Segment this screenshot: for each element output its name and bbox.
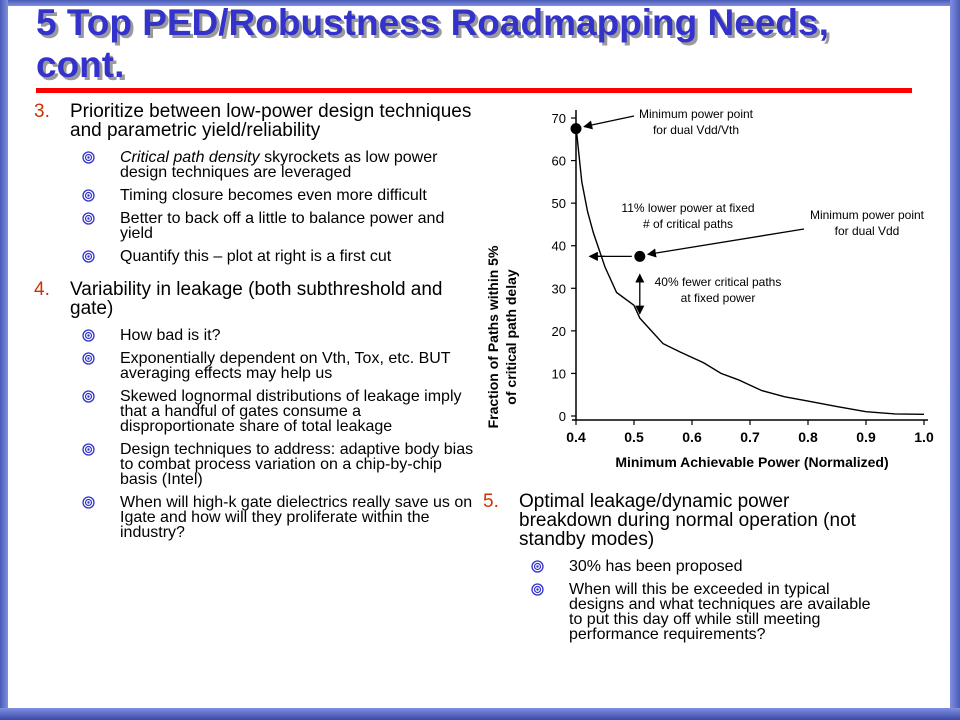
- sub-bullet: 30% has been proposed: [483, 558, 883, 575]
- target-bullet-icon: [531, 560, 544, 573]
- sub-bullet-rest: skyrockets as low power design technique…: [120, 149, 438, 181]
- y-tick-label: 60: [552, 154, 566, 169]
- sub-bullet: How bad is it?: [34, 327, 474, 344]
- sub-bullet-text: Critical path density skyrockets as low …: [84, 149, 474, 181]
- left-column: 3. Prioritize between low-power design t…: [34, 102, 474, 541]
- chart-series: [570, 123, 925, 415]
- list-item-4: 4. Variability in leakage (both subthres…: [34, 280, 474, 318]
- right-column: 5. Optimal leakage/dynamic power breakdo…: [483, 492, 883, 643]
- x-tick-label: 1.0: [914, 429, 934, 445]
- sub-bullet-text: Skewed lognormal distributions of leakag…: [120, 388, 462, 435]
- series-line: [575, 126, 925, 415]
- annotation-fewer-paths: 40% fewer critical paths: [655, 275, 782, 289]
- x-tick-label: 0.8: [798, 429, 818, 445]
- y-tick-label: 40: [552, 239, 566, 254]
- target-bullet-icon: [82, 212, 95, 225]
- sub-bullet-text: Timing closure becomes even more difficu…: [120, 187, 427, 204]
- annotation-min-power-dual-vdd-vth: Minimum power point: [639, 107, 754, 121]
- critical-path-chart: 0 10 20 30 40 50 60 70 0.4 0.5 0.6 0.7 0.8 0.9 1.0 Min…: [485, 107, 934, 470]
- target-bullet-icon: [82, 250, 95, 263]
- y-tick-label: 30: [552, 281, 566, 296]
- item-text: Optimal leakage/dynamic power breakdown …: [519, 491, 856, 550]
- y-axis-label-line2: of critical path delay: [503, 269, 519, 405]
- annotation-arrow: [646, 228, 805, 258]
- annotation-min-power-dual-vdd: Minimum power point: [810, 208, 925, 222]
- item-number: 3.: [34, 101, 50, 122]
- y-tick-label: 10: [552, 366, 566, 381]
- item-number: 4.: [34, 279, 50, 300]
- target-bullet-icon: [82, 390, 95, 403]
- title-underline: [36, 88, 912, 93]
- annotation-min-power-dual-vdd-vth: for dual Vdd/Vth: [653, 123, 739, 137]
- sub-bullet: Timing closure becomes even more difficu…: [34, 187, 474, 204]
- target-bullet-icon: [82, 189, 95, 202]
- sub-bullet: When will high-k gate dielectrics really…: [34, 494, 474, 541]
- slide-title: 5 Top PED/Robustness Roadmapping Needs, …: [36, 2, 829, 85]
- y-tick-label: 70: [552, 111, 566, 126]
- target-bullet-icon: [82, 352, 95, 365]
- annotation-lower-power: # of critical paths: [643, 217, 733, 231]
- target-bullet-icon: [82, 329, 95, 342]
- target-bullet-icon: [82, 496, 95, 509]
- annotation-min-power-dual-vdd: for dual Vdd: [835, 224, 900, 238]
- sub-bullet-text: Exponentially dependent on Vth, Tox, etc…: [120, 350, 451, 382]
- sub-bullet: Skewed lognormal distributions of leakag…: [34, 388, 474, 435]
- chart-axes: [572, 110, 928, 421]
- y-tick-label: 20: [552, 324, 566, 339]
- x-tick-label: 0.9: [856, 429, 876, 445]
- sub-bullet-text: Better to back off a little to balance p…: [120, 210, 445, 242]
- sub-bullet-text: When will this be exceeded in typical de…: [569, 581, 871, 643]
- sub-bullet: Critical path density skyrockets as low …: [34, 149, 474, 181]
- data-point: [570, 123, 582, 135]
- chart-annotations: Minimum power point for dual Vdd/Vth 11% l…: [583, 107, 925, 315]
- sub-bullet: Better to back off a little to balance p…: [34, 210, 474, 242]
- item-text: Variability in leakage (both subthreshol…: [70, 279, 443, 319]
- sub-bullet-text: Design techniques to address: adaptive b…: [120, 441, 474, 488]
- y-tick-label: 50: [552, 196, 566, 211]
- sub-bullet-text: When will high-k gate dielectrics really…: [120, 494, 473, 541]
- sub-bullet-text: 30% has been proposed: [569, 558, 743, 575]
- y-axis-label: Fraction of Paths within 5%: [485, 245, 501, 428]
- frame-bottom: [0, 708, 960, 720]
- sub-bullet-emphasis: Critical path density: [120, 149, 260, 166]
- x-axis-label: Minimum Achievable Power (Normalized): [615, 454, 888, 470]
- annotation-fewer-paths: at fixed power: [681, 291, 756, 305]
- sub-bullet: Design techniques to address: adaptive b…: [34, 441, 474, 488]
- chart-ticks: 0 10 20 30 40 50 60 70 0.4 0.5 0.6 0.7 0.8 0.9 1.0: [552, 111, 934, 445]
- target-bullet-icon: [82, 443, 95, 456]
- item-number: 5.: [483, 491, 499, 512]
- annotation-arrow: [583, 115, 635, 130]
- item-text: Prioritize between low-power design tech…: [70, 101, 472, 141]
- sub-bullet: When will this be exceeded in typical de…: [483, 581, 883, 643]
- y-tick-label: 0: [559, 409, 566, 424]
- sub-bullet-text: How bad is it?: [120, 327, 221, 344]
- frame-right: [950, 0, 960, 720]
- annotation-lower-power: 11% lower power at fixed: [621, 201, 754, 215]
- sub-bullet: Quantify this – plot at right is a first…: [34, 248, 474, 265]
- data-point: [634, 250, 646, 262]
- x-tick-label: 0.6: [682, 429, 702, 445]
- x-tick-label: 0.4: [566, 429, 586, 445]
- x-tick-label: 0.5: [624, 429, 644, 445]
- x-tick-label: 0.7: [740, 429, 760, 445]
- list-item-5: 5. Optimal leakage/dynamic power breakdo…: [483, 492, 883, 549]
- frame-left: [0, 0, 8, 720]
- frame-top: [0, 0, 960, 6]
- sub-bullet: Exponentially dependent on Vth, Tox, etc…: [34, 350, 474, 382]
- target-bullet-icon: [82, 151, 95, 164]
- target-bullet-icon: [531, 583, 544, 596]
- sub-bullet-text: Quantify this – plot at right is a first…: [120, 248, 392, 265]
- list-item-3: 3. Prioritize between low-power design t…: [34, 102, 474, 140]
